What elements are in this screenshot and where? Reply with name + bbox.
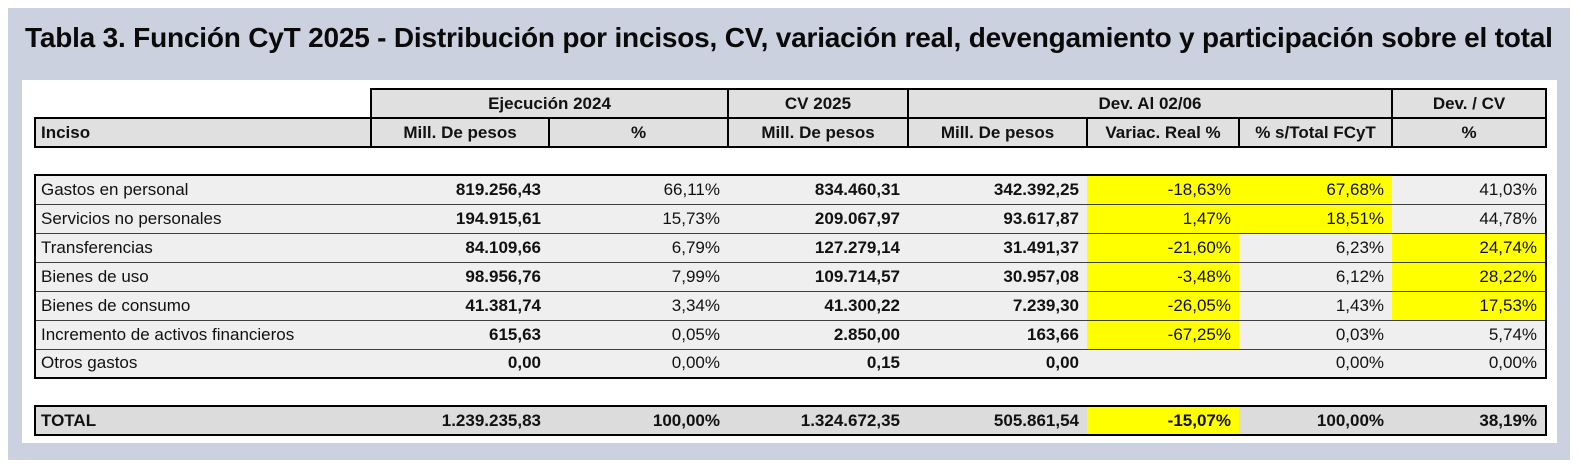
cell-dev-mill: 163,66	[908, 320, 1087, 350]
group-header-spacer	[35, 89, 371, 118]
column-header-dev-cv-pct: %	[1391, 117, 1548, 148]
cell-s-total: 1,43%	[1239, 291, 1393, 321]
cell-dev-mill: 7.239,30	[908, 291, 1087, 321]
cell-dev-mill: 0,00	[908, 349, 1087, 379]
cell-ejec-mill: 615,63	[371, 320, 549, 350]
cell-s-total: 0,03%	[1239, 320, 1393, 350]
cell-ejec-pct: 100,00%	[549, 405, 728, 436]
cell-dev-cv: 0,00%	[1392, 349, 1548, 379]
group-header-dev-cv: Dev. / CV	[1391, 88, 1548, 119]
cell-ejec-pct: 7,99%	[549, 262, 728, 292]
cell-dev-mill: 505.861,54	[908, 405, 1087, 436]
cell-cv-mill: 109.714,57	[728, 262, 908, 292]
cell-cv-mill: 834.460,31	[728, 174, 908, 205]
column-header-row: Inciso Mill. De pesos % Mill. De pesos M…	[34, 117, 1548, 148]
spacer-row	[35, 147, 1546, 175]
cell-ejec-mill: 194.915,61	[371, 204, 549, 234]
cell-ejec-pct: 0,00%	[549, 349, 728, 379]
cell-cv-mill: 127.279,14	[728, 233, 908, 263]
spacer-cell	[35, 147, 1546, 175]
cell-s-total: 100,00%	[1239, 405, 1393, 436]
cell-variac: -18,63%	[1087, 174, 1239, 205]
row-label: Servicios no personales	[34, 204, 371, 234]
table-row: Incremento de activos financieros 615,63 0…	[34, 320, 1548, 350]
cell-cv-mill: 2.850,00	[728, 320, 908, 350]
table-row: Servicios no personales 194.915,61 15,73% 2…	[34, 204, 1548, 234]
cell-cv-mill: 41.300,22	[728, 291, 908, 321]
cell-variac: -3,48%	[1087, 262, 1239, 292]
cell-ejec-mill: 84.109,66	[371, 233, 549, 263]
budget-table: Ejecución 2024 CV 2025 Dev. Al 02/06 Dev…	[34, 88, 1548, 436]
cell-ejec-mill: 98.956,76	[371, 262, 549, 292]
cell-dev-cv: 5,74%	[1392, 320, 1548, 350]
cell-dev-cv: 28,22%	[1392, 262, 1548, 292]
cell-dev-cv: 24,74%	[1392, 233, 1548, 263]
cell-dev-cv: 38,19%	[1392, 405, 1548, 436]
total-row: TOTAL 1.239.235,83 100,00% 1.324.672,35 505.…	[34, 405, 1548, 436]
cell-ejec-mill: 41.381,74	[371, 291, 549, 321]
cell-s-total: 18,51%	[1239, 204, 1393, 234]
cell-s-total: 67,68%	[1239, 174, 1393, 205]
cell-cv-mill: 209.067,97	[728, 204, 908, 234]
table-panel: Ejecución 2024 CV 2025 Dev. Al 02/06 Dev…	[22, 80, 1557, 443]
row-label: Incremento de activos financieros	[34, 320, 371, 350]
cell-variac: -21,60%	[1087, 233, 1239, 263]
cell-s-total: 6,12%	[1239, 262, 1393, 292]
cell-dev-cv: 41,03%	[1392, 174, 1548, 205]
row-label: Transferencias	[34, 233, 371, 263]
cell-ejec-pct: 6,79%	[549, 233, 728, 263]
row-label: Bienes de uso	[34, 262, 371, 292]
table-row: Transferencias 84.109,66 6,79% 127.279,14 31…	[34, 233, 1548, 263]
cell-ejec-pct: 3,34%	[549, 291, 728, 321]
cell-dev-cv: 44,78%	[1392, 204, 1548, 234]
table-row: Bienes de uso 98.956,76 7,99% 109.714,57 30.…	[34, 262, 1548, 292]
cell-variac: -26,05%	[1087, 291, 1239, 321]
table-row: Otros gastos 0,00 0,00% 0,15 0,00 0,00% 0,00%	[34, 349, 1548, 379]
cell-ejec-pct: 66,11%	[549, 174, 728, 205]
row-label: Otros gastos	[34, 349, 371, 379]
row-label: Bienes de consumo	[34, 291, 371, 321]
cell-ejec-pct: 0,05%	[549, 320, 728, 350]
group-header-cv-2025: CV 2025	[727, 88, 909, 119]
cell-variac	[1087, 349, 1239, 379]
cell-cv-mill: 1.324.672,35	[728, 405, 908, 436]
group-header-row: Ejecución 2024 CV 2025 Dev. Al 02/06 Dev…	[35, 88, 1548, 119]
column-header-cv-mill: Mill. De pesos	[727, 117, 909, 148]
cell-ejec-mill: 0,00	[371, 349, 549, 379]
cell-variac: 1,47%	[1087, 204, 1239, 234]
column-header-ejec-pct: %	[548, 117, 729, 148]
cell-dev-mill: 342.392,25	[908, 174, 1087, 205]
table-title: Tabla 3. Función CyT 2025 - Distribución…	[25, 22, 1553, 53]
cell-dev-mill: 30.957,08	[908, 262, 1087, 292]
spacer-cell	[35, 378, 1546, 406]
row-label: TOTAL	[34, 405, 371, 436]
cell-dev-mill: 31.491,37	[908, 233, 1087, 263]
cell-ejec-mill: 1.239.235,83	[371, 405, 549, 436]
cell-dev-mill: 93.617,87	[908, 204, 1087, 234]
cell-variac: -67,25%	[1087, 320, 1239, 350]
cell-variac: -15,07%	[1087, 405, 1239, 436]
row-label: Gastos en personal	[34, 174, 371, 205]
group-header-ejecucion-2024: Ejecución 2024	[370, 88, 729, 119]
cell-s-total: 6,23%	[1239, 233, 1393, 263]
cell-ejec-mill: 819.256,43	[371, 174, 549, 205]
cell-s-total: 0,00%	[1239, 349, 1393, 379]
column-header-ejec-mill: Mill. De pesos	[370, 117, 550, 148]
cell-cv-mill: 0,15	[728, 349, 908, 379]
column-header-inciso: Inciso	[34, 117, 372, 148]
table-row: Bienes de consumo 41.381,74 3,34% 41.300,22…	[34, 291, 1548, 321]
table-row: Gastos en personal 819.256,43 66,11% 834.46…	[34, 174, 1548, 205]
spacer-row	[35, 378, 1546, 406]
column-header-s-total-fcyt: % s/Total FCyT	[1237, 117, 1394, 148]
group-header-dev-al-0206: Dev. Al 02/06	[906, 88, 1394, 119]
column-header-variac-real: Variac. Real %	[1086, 117, 1240, 148]
column-header-dev-mill: Mill. De pesos	[907, 117, 1088, 148]
cell-ejec-pct: 15,73%	[549, 204, 728, 234]
cell-dev-cv: 17,53%	[1392, 291, 1548, 321]
